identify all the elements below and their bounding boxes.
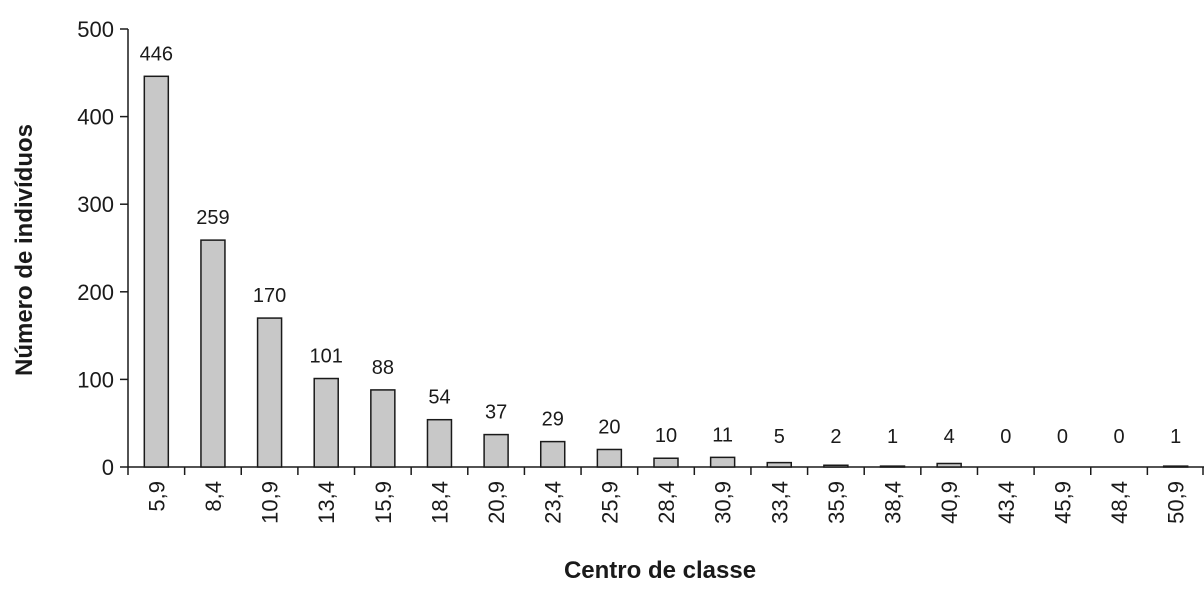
x-tick-label: 5,9 [144, 481, 169, 512]
x-tick-label: 28,4 [654, 481, 679, 524]
bar [426, 418, 453, 468]
bar [539, 440, 566, 468]
y-axis-title: Número de indivíduos [11, 124, 38, 376]
bar [823, 464, 849, 468]
bar-value-label: 29 [542, 409, 564, 431]
y-tick-label: 500 [77, 17, 114, 42]
x-tick-label: 38,4 [881, 481, 906, 524]
x-tick-label: 13,4 [314, 481, 339, 524]
bar-value-label: 5 [774, 426, 785, 448]
bar-value-label: 11 [712, 424, 733, 446]
x-tick-label: 25,9 [597, 481, 622, 524]
bar [370, 389, 396, 468]
x-tick-label: 15,9 [371, 481, 396, 524]
bar-value-label: 170 [253, 285, 286, 307]
bar-value-label: 10 [655, 425, 677, 447]
bar [709, 456, 736, 468]
y-tick-label: 200 [77, 280, 114, 305]
x-tick-label: 10,9 [258, 481, 283, 524]
y-tick-label: 0 [102, 455, 114, 480]
bar-value-label: 0 [1113, 426, 1124, 448]
bar [879, 465, 906, 468]
bar [653, 457, 679, 468]
bar [256, 317, 283, 468]
y-axis: 0 100 200 300 400 500 [77, 17, 129, 480]
x-tick-label: 18,4 [427, 481, 452, 524]
x-axis-title: Centro de classe [564, 557, 756, 584]
x-tick-label: 50,9 [1164, 481, 1189, 524]
x-tick-label: 48,4 [1107, 481, 1132, 524]
bar [936, 462, 962, 468]
y-tick-label: 400 [77, 105, 114, 130]
x-tick-label: 20,9 [484, 481, 509, 524]
bar-value-label: 0 [1057, 426, 1068, 448]
bar-value-label: 1 [887, 426, 898, 448]
bar-value-label: 0 [1000, 426, 1011, 448]
bar [766, 461, 793, 468]
bar [596, 448, 623, 468]
bar-value-label: 4 [944, 426, 955, 448]
x-tick-label: 33,4 [767, 481, 792, 524]
x-axis: 5,9 8,4 10,9 13,4 15,9 18,4 20,9 23,4 25,9 28,4 30… [127, 466, 1204, 524]
y-tick-label: 100 [77, 367, 114, 392]
bar-value-label: 2 [830, 426, 841, 448]
bar [200, 239, 226, 468]
x-tick-label: 45,9 [1050, 481, 1075, 524]
x-tick-label: 8,4 [201, 481, 226, 512]
bar-value-label: 88 [372, 357, 394, 379]
bar-value-label: 101 [310, 346, 343, 368]
bars-group [143, 75, 1189, 468]
x-tick-label: 35,9 [824, 481, 849, 524]
x-tick-label: 23,4 [541, 481, 566, 524]
x-tick-label: 40,9 [937, 481, 962, 524]
bar-value-label: 37 [485, 402, 507, 424]
bar-value-label: 20 [598, 416, 620, 438]
bar-value-label: 54 [428, 387, 450, 409]
x-tick-label: 30,9 [711, 481, 736, 524]
bar [143, 75, 170, 468]
x-tick-label: 43,4 [994, 481, 1019, 524]
bar [313, 377, 339, 468]
bar [1162, 465, 1189, 468]
bar [483, 433, 509, 468]
data-labels-group: 446 259 170 101 88 54 37 29 20 10 11 5 2 1 4 0 0 0 1 [140, 43, 1182, 448]
bar-value-label: 1 [1170, 426, 1181, 448]
y-tick-label: 300 [77, 192, 114, 217]
bar-value-label: 259 [196, 207, 229, 229]
bar-value-label: 446 [140, 43, 173, 65]
